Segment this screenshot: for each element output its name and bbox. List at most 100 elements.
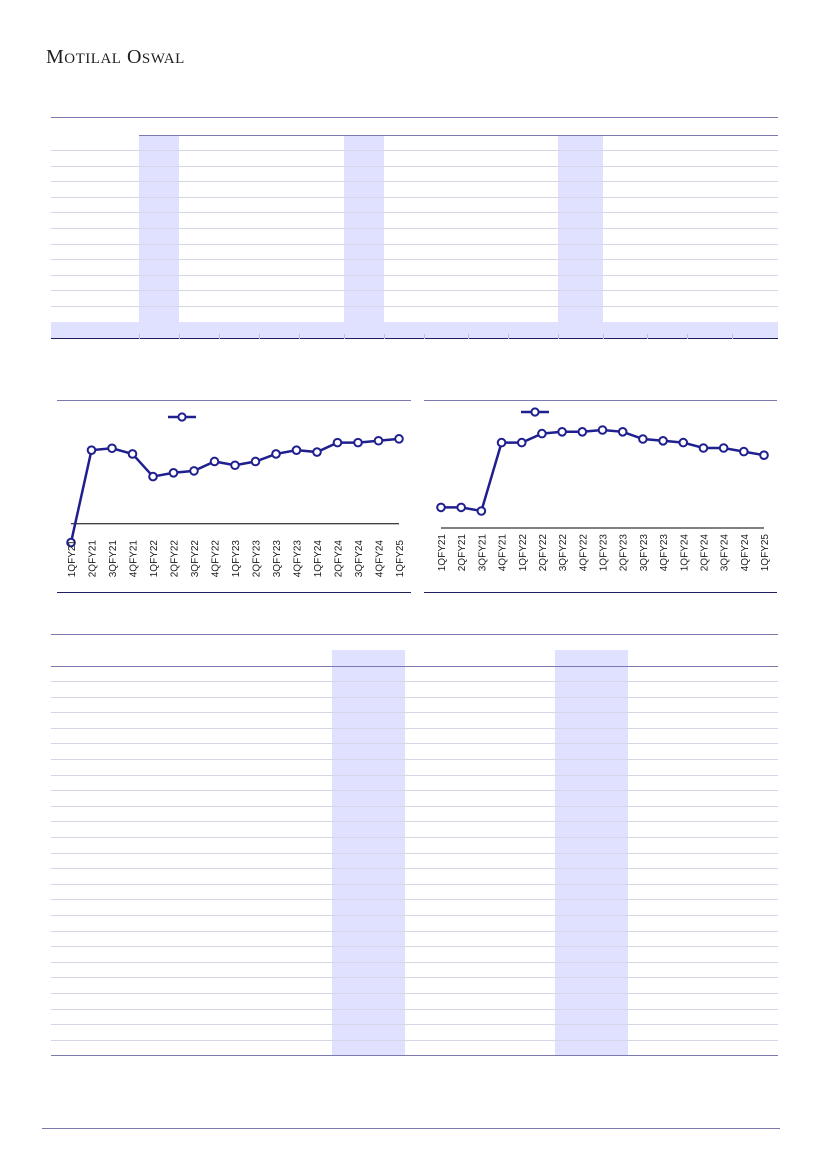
data-point bbox=[394, 434, 404, 444]
x-tick-label: 2QFY23 bbox=[619, 534, 630, 572]
x-tick-label: 4QFY21 bbox=[129, 540, 140, 578]
table-1-bottom-rule bbox=[51, 338, 778, 339]
table-2-row-rule bbox=[51, 930, 778, 932]
table-1-row-rule bbox=[51, 196, 778, 198]
x-tick-label: 1QFY22 bbox=[149, 540, 160, 578]
table-2-bottom-rule bbox=[51, 1055, 778, 1056]
x-tick-label: 4QFY21 bbox=[498, 534, 509, 572]
table-2-row-rule bbox=[51, 961, 778, 963]
data-point bbox=[189, 466, 199, 476]
table-2-row-rule bbox=[51, 899, 778, 901]
table-1-row-rule bbox=[51, 165, 778, 167]
data-point bbox=[312, 447, 322, 457]
x-tick-label: 3QFY23 bbox=[272, 540, 283, 578]
data-point bbox=[557, 427, 567, 437]
table-1-row-rule bbox=[51, 243, 778, 245]
data-point bbox=[718, 443, 729, 453]
legend-marker bbox=[168, 412, 196, 422]
x-tick-label: 1QFY23 bbox=[231, 540, 242, 578]
table-1-row-rule bbox=[51, 181, 778, 183]
chart-2-top-rule bbox=[424, 400, 777, 401]
data-point bbox=[127, 449, 138, 459]
data-point bbox=[107, 443, 117, 454]
table-1-column-tick bbox=[219, 334, 220, 339]
table-2-row-rule bbox=[51, 681, 778, 682]
chart-2: 1QFY21 2QFY21 3QFY21 4QFY21 1QFY22 2QFY22 3QFY… bbox=[436, 407, 771, 572]
x-tick-label: 1QFY21 bbox=[67, 540, 78, 578]
data-point bbox=[250, 456, 261, 467]
table-2-highlight-band-1 bbox=[332, 650, 405, 1055]
x-tick-label: 1QFY25 bbox=[395, 540, 406, 578]
table-1-column-tick bbox=[299, 334, 300, 339]
table-2-row-rule bbox=[51, 915, 778, 916]
table-2-row-rule bbox=[51, 946, 778, 948]
table-1-column-tick bbox=[139, 334, 140, 339]
table-2-header-rule bbox=[51, 666, 778, 667]
data-point bbox=[678, 437, 689, 448]
table-1-column-tick bbox=[732, 334, 733, 339]
footer-rule bbox=[42, 1128, 780, 1129]
data-point bbox=[291, 445, 302, 455]
x-tick-label: 2QFY24 bbox=[699, 534, 710, 572]
data-point bbox=[638, 434, 648, 444]
x-tick-label: 3QFY23 bbox=[639, 534, 650, 572]
table-1-row-rule bbox=[51, 259, 778, 261]
legend-marker bbox=[521, 407, 549, 417]
table-2-row-rule bbox=[51, 696, 778, 698]
x-tick-label: 1QFY22 bbox=[518, 534, 529, 572]
table-1-column-tick bbox=[508, 334, 509, 339]
table-1-column-tick bbox=[179, 334, 180, 339]
table-2-row-rule bbox=[51, 868, 778, 870]
table-1-column-tick bbox=[468, 334, 469, 339]
table-2-row-rule bbox=[51, 727, 778, 729]
table-1-row-rule bbox=[51, 212, 778, 214]
table-2-row-rule bbox=[51, 977, 778, 979]
x-tick-label: 2QFY22 bbox=[170, 540, 181, 578]
chart-1-bottom-rule bbox=[57, 592, 411, 593]
data-point bbox=[759, 450, 769, 461]
x-tick-label: 2QFY24 bbox=[334, 540, 345, 578]
table-1-column-tick bbox=[558, 334, 559, 339]
table-1-row-rule bbox=[51, 290, 778, 292]
table-2-row-rule bbox=[51, 821, 778, 823]
x-tick-label: 3QFY21 bbox=[108, 540, 119, 578]
data-point bbox=[332, 437, 343, 448]
x-tick-label: 3QFY21 bbox=[477, 534, 488, 572]
brand-logo: MOTILAL OSWAL bbox=[46, 46, 185, 68]
x-tick-label: 2QFY23 bbox=[252, 540, 263, 578]
chart-1: 1QFY21 2QFY21 3QFY21 4QFY21 1QFY22 2QFY22 3QFY… bbox=[66, 412, 406, 578]
x-tick-label: 3QFY22 bbox=[190, 540, 201, 578]
series-line bbox=[441, 428, 765, 513]
table-1-header-rule bbox=[139, 135, 778, 136]
data-point bbox=[353, 437, 363, 448]
table-1-column-tick bbox=[384, 334, 385, 339]
table-2-row-rule bbox=[51, 1008, 778, 1010]
x-tick-label: 2QFY22 bbox=[538, 534, 549, 572]
table-2-highlight-band-2 bbox=[555, 650, 628, 1055]
table-2-row-rule bbox=[51, 837, 778, 838]
data-point bbox=[86, 445, 97, 455]
x-tick-label: 4QFY23 bbox=[659, 534, 670, 572]
table-1-highlight-band-3 bbox=[558, 135, 603, 323]
data-point bbox=[230, 460, 240, 471]
x-tick-label: 1QFY23 bbox=[599, 534, 610, 572]
x-tick-label: 1QFY21 bbox=[437, 534, 448, 572]
data-point bbox=[456, 502, 466, 513]
data-point bbox=[577, 427, 588, 437]
data-point bbox=[597, 425, 608, 435]
table-1-highlight-band-2 bbox=[344, 135, 384, 323]
table-2-row-rule bbox=[51, 712, 778, 714]
data-point bbox=[617, 427, 628, 437]
x-tick-label: 3QFY22 bbox=[558, 534, 569, 572]
x-tick-label: 3QFY24 bbox=[354, 540, 365, 578]
table-1-column-tick bbox=[647, 334, 648, 339]
x-tick-label: 1QFY24 bbox=[313, 540, 324, 578]
x-tick-label: 2QFY21 bbox=[457, 534, 468, 572]
table-1-column-tick bbox=[687, 334, 688, 339]
table-2-row-rule bbox=[51, 759, 778, 760]
table-2-row-rule bbox=[51, 805, 778, 807]
x-tick-label: 1QFY24 bbox=[679, 534, 690, 572]
x-tick-label: 2QFY21 bbox=[88, 540, 99, 578]
x-tick-label: 4QFY24 bbox=[375, 540, 386, 578]
data-point bbox=[496, 437, 507, 448]
